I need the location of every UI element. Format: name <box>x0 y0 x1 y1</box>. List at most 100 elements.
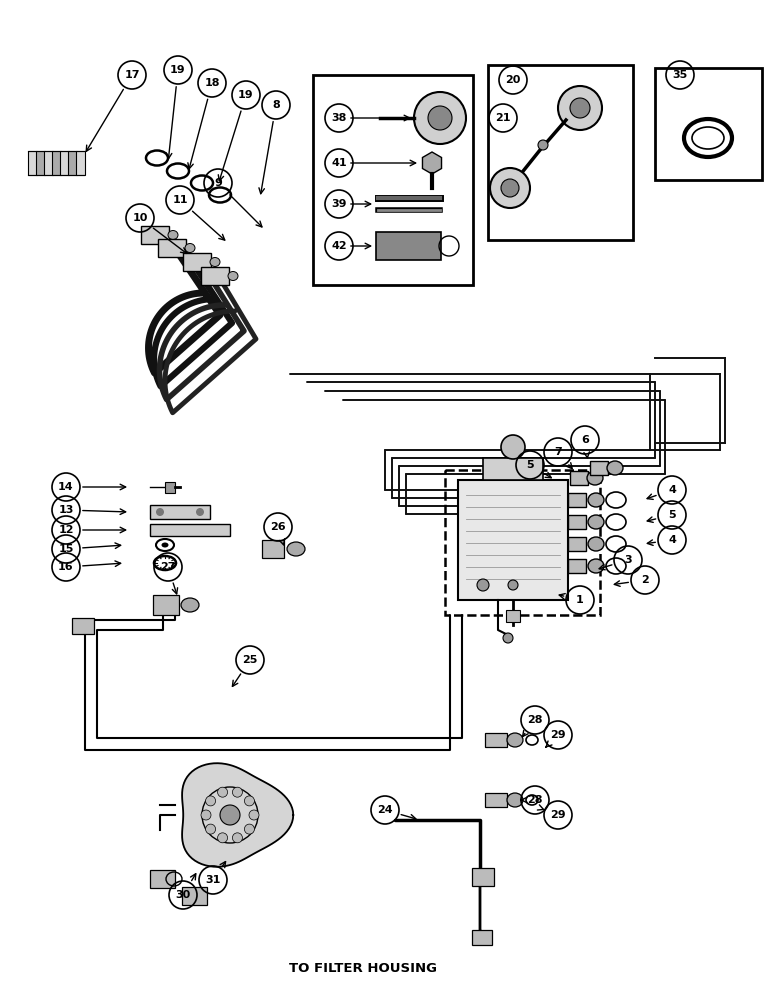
Text: 19: 19 <box>170 65 186 75</box>
Ellipse shape <box>507 793 523 807</box>
Ellipse shape <box>210 257 220 266</box>
FancyBboxPatch shape <box>483 458 543 480</box>
Text: 18: 18 <box>205 78 220 88</box>
Circle shape <box>245 824 255 834</box>
FancyBboxPatch shape <box>165 482 175 493</box>
Circle shape <box>245 796 255 806</box>
Ellipse shape <box>588 537 604 551</box>
Text: 15: 15 <box>59 544 73 554</box>
Circle shape <box>490 168 530 208</box>
Polygon shape <box>182 763 293 867</box>
FancyBboxPatch shape <box>568 559 586 573</box>
FancyBboxPatch shape <box>655 68 762 180</box>
Text: 31: 31 <box>205 875 221 885</box>
Text: 17: 17 <box>124 70 140 80</box>
FancyBboxPatch shape <box>36 151 45 175</box>
Ellipse shape <box>168 231 178 239</box>
Circle shape <box>508 580 518 590</box>
Circle shape <box>218 787 228 797</box>
FancyBboxPatch shape <box>182 887 207 905</box>
Text: 12: 12 <box>58 525 74 535</box>
Circle shape <box>156 508 164 516</box>
FancyBboxPatch shape <box>262 540 284 558</box>
Ellipse shape <box>507 733 523 747</box>
FancyBboxPatch shape <box>485 793 507 807</box>
Text: 25: 25 <box>242 655 258 665</box>
Circle shape <box>196 508 204 516</box>
Ellipse shape <box>181 598 199 612</box>
Ellipse shape <box>185 243 195 252</box>
FancyBboxPatch shape <box>60 151 69 175</box>
Text: 39: 39 <box>331 199 347 209</box>
FancyBboxPatch shape <box>568 515 586 529</box>
FancyBboxPatch shape <box>472 930 492 945</box>
FancyBboxPatch shape <box>485 733 507 747</box>
FancyBboxPatch shape <box>201 267 229 285</box>
Circle shape <box>501 435 525 459</box>
Text: 27: 27 <box>161 562 176 572</box>
FancyBboxPatch shape <box>570 471 588 485</box>
Circle shape <box>503 633 513 643</box>
Text: 9: 9 <box>214 178 222 188</box>
Ellipse shape <box>587 471 603 485</box>
Text: 5: 5 <box>669 510 676 520</box>
Text: 6: 6 <box>581 435 589 445</box>
Text: 4: 4 <box>668 485 676 495</box>
FancyBboxPatch shape <box>150 524 230 536</box>
FancyBboxPatch shape <box>488 65 633 240</box>
Text: 7: 7 <box>554 447 562 457</box>
FancyBboxPatch shape <box>68 151 77 175</box>
Text: 3: 3 <box>625 555 631 565</box>
Text: 14: 14 <box>58 482 74 492</box>
Text: 5: 5 <box>527 460 533 470</box>
Ellipse shape <box>588 493 604 507</box>
Text: 8: 8 <box>272 100 280 110</box>
Text: 42: 42 <box>331 241 347 251</box>
Circle shape <box>205 824 215 834</box>
Circle shape <box>477 579 489 591</box>
Text: 24: 24 <box>378 805 393 815</box>
Circle shape <box>249 810 259 820</box>
Text: 28: 28 <box>527 795 543 805</box>
FancyBboxPatch shape <box>472 868 494 886</box>
FancyBboxPatch shape <box>28 151 37 175</box>
FancyBboxPatch shape <box>458 480 568 600</box>
FancyBboxPatch shape <box>76 151 85 175</box>
Circle shape <box>538 140 548 150</box>
Text: 20: 20 <box>506 75 520 85</box>
FancyBboxPatch shape <box>153 595 179 615</box>
Circle shape <box>414 92 466 144</box>
Circle shape <box>201 810 211 820</box>
FancyBboxPatch shape <box>568 493 586 507</box>
Text: 4: 4 <box>668 535 676 545</box>
Circle shape <box>501 179 519 197</box>
Ellipse shape <box>607 461 623 475</box>
Ellipse shape <box>228 271 238 280</box>
Ellipse shape <box>287 542 305 556</box>
Text: 38: 38 <box>331 113 347 123</box>
Text: 41: 41 <box>331 158 347 168</box>
FancyBboxPatch shape <box>150 870 175 888</box>
Ellipse shape <box>161 542 168 548</box>
Text: 13: 13 <box>59 505 73 515</box>
Circle shape <box>220 805 240 825</box>
Text: 19: 19 <box>239 90 254 100</box>
Text: 29: 29 <box>550 810 566 820</box>
FancyBboxPatch shape <box>313 75 473 285</box>
FancyBboxPatch shape <box>72 618 94 634</box>
FancyBboxPatch shape <box>183 253 211 271</box>
Text: 28: 28 <box>527 715 543 725</box>
Circle shape <box>232 787 242 797</box>
Text: 1: 1 <box>576 595 584 605</box>
Text: 16: 16 <box>58 562 74 572</box>
Circle shape <box>558 86 602 130</box>
Text: 10: 10 <box>132 213 147 223</box>
Text: 30: 30 <box>175 890 191 900</box>
FancyBboxPatch shape <box>376 232 441 260</box>
FancyBboxPatch shape <box>141 226 169 244</box>
Text: TO FILTER HOUSING: TO FILTER HOUSING <box>289 962 437 974</box>
Ellipse shape <box>588 515 604 529</box>
Circle shape <box>428 106 452 130</box>
Text: 2: 2 <box>641 575 649 585</box>
FancyBboxPatch shape <box>44 151 53 175</box>
